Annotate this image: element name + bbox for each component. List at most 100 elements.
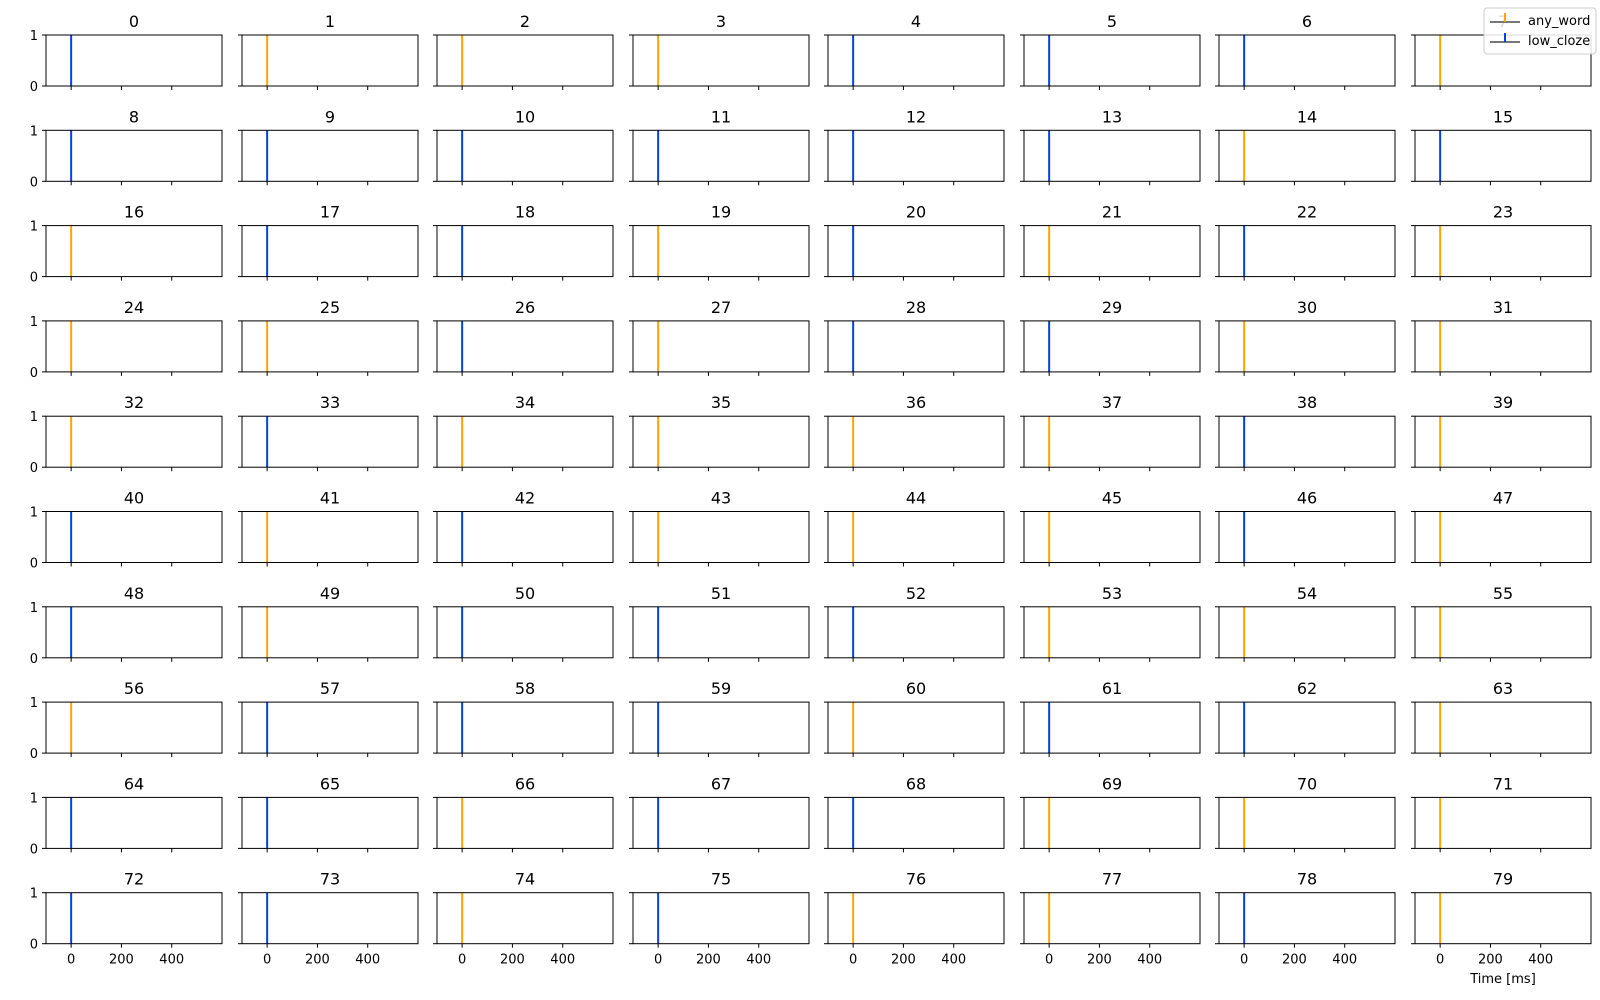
panel-frame xyxy=(1023,320,1201,373)
panel-title: 77 xyxy=(1102,870,1122,889)
panel-title: 18 xyxy=(515,203,535,222)
x-tick-label: 0 xyxy=(849,953,857,968)
panel-frame xyxy=(1218,701,1396,754)
panel-frame xyxy=(45,796,223,849)
panel-frame xyxy=(45,511,223,563)
panel-frame xyxy=(241,892,419,945)
panel-title: 42 xyxy=(515,489,535,508)
x-tick-label: 200 xyxy=(305,953,330,968)
y-tick-label: 0 xyxy=(30,652,38,667)
panel-36: 36 xyxy=(824,393,1005,472)
panel-2: 2 xyxy=(433,12,614,90)
x-tick-label: 200 xyxy=(500,953,525,968)
panel-5: 5 xyxy=(1020,12,1201,90)
panel-frame xyxy=(1023,892,1201,945)
panel-title: 27 xyxy=(711,298,731,317)
panel-title: 20 xyxy=(906,203,926,222)
x-tick-label: 400 xyxy=(1332,953,1357,968)
panel-frame xyxy=(45,701,223,754)
panel-frame xyxy=(632,796,810,849)
panel-frame xyxy=(241,511,419,563)
panel-frame xyxy=(1218,415,1396,468)
panel-frame xyxy=(632,701,810,754)
panel-61: 61 xyxy=(1020,679,1201,758)
panel-8: 8 0 1 xyxy=(30,107,223,190)
panel-frame xyxy=(1414,701,1592,754)
panel-32: 32 0 1 xyxy=(30,393,223,476)
x-tick-label: 0 xyxy=(263,953,271,968)
panel-65: 65 xyxy=(238,774,419,853)
panel-frame xyxy=(827,511,1005,563)
panel-title: 66 xyxy=(515,774,535,793)
panel-28: 28 xyxy=(824,298,1005,376)
panel-44: 44 xyxy=(824,489,1005,567)
panel-frame xyxy=(1023,606,1201,659)
panel-title: 37 xyxy=(1102,393,1122,412)
panel-frame xyxy=(1218,225,1396,278)
panel-74: 74 0 200 400 xyxy=(433,870,614,968)
panel-22: 22 xyxy=(1215,203,1396,281)
panel-frame xyxy=(1414,796,1592,849)
panel-66: 66 xyxy=(433,774,614,853)
y-tick-label: 0 xyxy=(30,461,38,476)
panel-title: 47 xyxy=(1493,489,1513,508)
panel-title: 41 xyxy=(320,489,340,508)
panel-title: 62 xyxy=(1297,679,1317,698)
panel-53: 53 xyxy=(1020,584,1201,662)
panel-title: 67 xyxy=(711,774,731,793)
panel-frame xyxy=(827,796,1005,849)
panel-title: 35 xyxy=(711,393,731,412)
panel-55: 55 xyxy=(1411,584,1592,662)
panel-title: 56 xyxy=(124,679,144,698)
y-tick-label: 0 xyxy=(30,842,38,857)
panel-title: 72 xyxy=(124,870,144,889)
y-tick-label: 1 xyxy=(30,315,38,330)
panel-title: 48 xyxy=(124,584,144,603)
panel-title: 40 xyxy=(124,489,144,508)
panel-title: 0 xyxy=(129,12,139,31)
panel-frame xyxy=(241,225,419,278)
y-tick-label: 0 xyxy=(30,271,38,286)
panel-title: 69 xyxy=(1102,774,1122,793)
x-tick-label: 400 xyxy=(746,953,771,968)
panel-frame xyxy=(436,606,614,659)
panel-56: 56 0 1 xyxy=(30,679,223,762)
panel-19: 19 xyxy=(629,203,810,281)
panel-title: 13 xyxy=(1102,107,1122,126)
panel-title: 51 xyxy=(711,584,731,603)
legend-label-any_word: any_word xyxy=(1528,14,1590,29)
panel-frame xyxy=(1218,892,1396,945)
legend-label-low_cloze: low_cloze xyxy=(1528,34,1590,49)
x-tick-label: 0 xyxy=(1045,953,1053,968)
panel-title: 1 xyxy=(325,12,335,31)
y-tick-label: 0 xyxy=(30,938,38,953)
panel-51: 51 xyxy=(629,584,810,662)
panel-69: 69 xyxy=(1020,774,1201,853)
panel-title: 31 xyxy=(1493,298,1513,317)
panel-frame xyxy=(241,415,419,468)
y-tick-label: 0 xyxy=(30,747,38,762)
x-tick-label: 400 xyxy=(159,953,184,968)
panel-frame xyxy=(1023,415,1201,468)
panel-title: 28 xyxy=(906,298,926,317)
x-tick-label: 0 xyxy=(458,953,466,968)
panel-frame xyxy=(436,320,614,373)
panel-frame xyxy=(45,320,223,373)
panel-78: 78 0 200 400 xyxy=(1215,870,1396,968)
panel-frame xyxy=(827,415,1005,468)
panel-4: 4 xyxy=(824,12,1005,90)
panel-frame xyxy=(632,225,810,278)
panel-34: 34 xyxy=(433,393,614,472)
panel-title: 64 xyxy=(124,774,144,793)
panel-9: 9 xyxy=(238,107,419,186)
x-tick-label: 400 xyxy=(355,953,380,968)
panel-frame xyxy=(436,415,614,468)
panel-title: 50 xyxy=(515,584,535,603)
panel-frame xyxy=(1218,606,1396,659)
panel-10: 10 xyxy=(433,107,614,186)
panel-title: 4 xyxy=(911,12,921,31)
panel-frame xyxy=(827,892,1005,945)
y-tick-label: 1 xyxy=(30,506,38,521)
